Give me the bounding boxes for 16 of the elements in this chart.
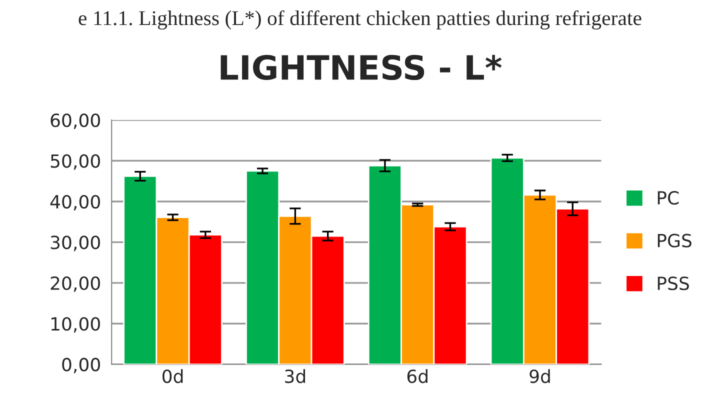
y-tick-label: 60,00 <box>50 114 100 130</box>
y-tick-label: 0,00 <box>62 358 100 374</box>
x-tick-label: 9d <box>530 369 550 384</box>
y-tick-label: 40,00 <box>50 194 100 210</box>
text: e 11.1. Lightness (L*) of different chicken patties during refrigerate <box>78 10 642 30</box>
x-tick-label: 3d <box>285 369 306 384</box>
legend-label: PSS <box>658 276 689 290</box>
y-tick-label: 20,00 <box>50 276 100 292</box>
x-tick-label: 0d <box>162 369 183 384</box>
y-tick-label: 50,00 <box>50 154 100 170</box>
y-tick-label: 30,00 <box>50 236 100 252</box>
chart-title: LIGHTNESS - L* <box>220 54 502 80</box>
x-tick-label: 6d <box>407 369 428 384</box>
legend-label: PGS <box>658 234 692 248</box>
y-tick-label: 10,00 <box>51 317 100 333</box>
legend-label: PC <box>658 191 679 205</box>
